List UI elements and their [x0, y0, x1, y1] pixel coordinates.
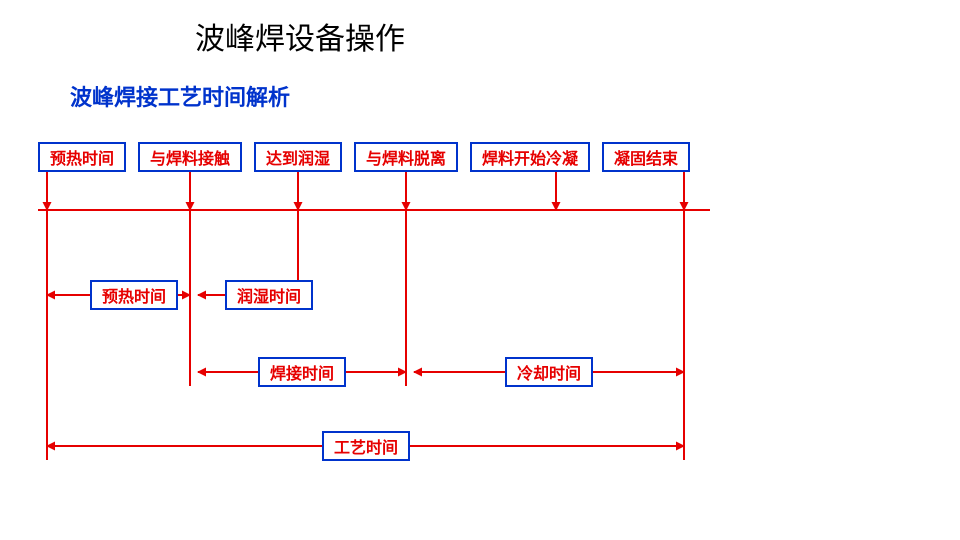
span-wet-box: 润湿时间 — [225, 280, 313, 310]
span-weld-box: 焊接时间 — [258, 357, 346, 387]
span-preheat-box: 预热时间 — [90, 280, 178, 310]
page-title: 波峰焊设备操作 — [195, 14, 405, 58]
span-process-box: 工艺时间 — [322, 431, 410, 461]
stage-box-wet: 达到润湿 — [254, 142, 342, 172]
span-cool-box: 冷却时间 — [505, 357, 593, 387]
stage-box-separate: 与焊料脱离 — [354, 142, 458, 172]
stage-box-cool: 焊料开始冷凝 — [470, 142, 590, 172]
stage-box-solidify: 凝固结束 — [602, 142, 690, 172]
stage-box-contact: 与焊料接触 — [138, 142, 242, 172]
subtitle: 波峰焊接工艺时间解析 — [70, 80, 290, 112]
stage-box-preheat: 预热时间 — [38, 142, 126, 172]
